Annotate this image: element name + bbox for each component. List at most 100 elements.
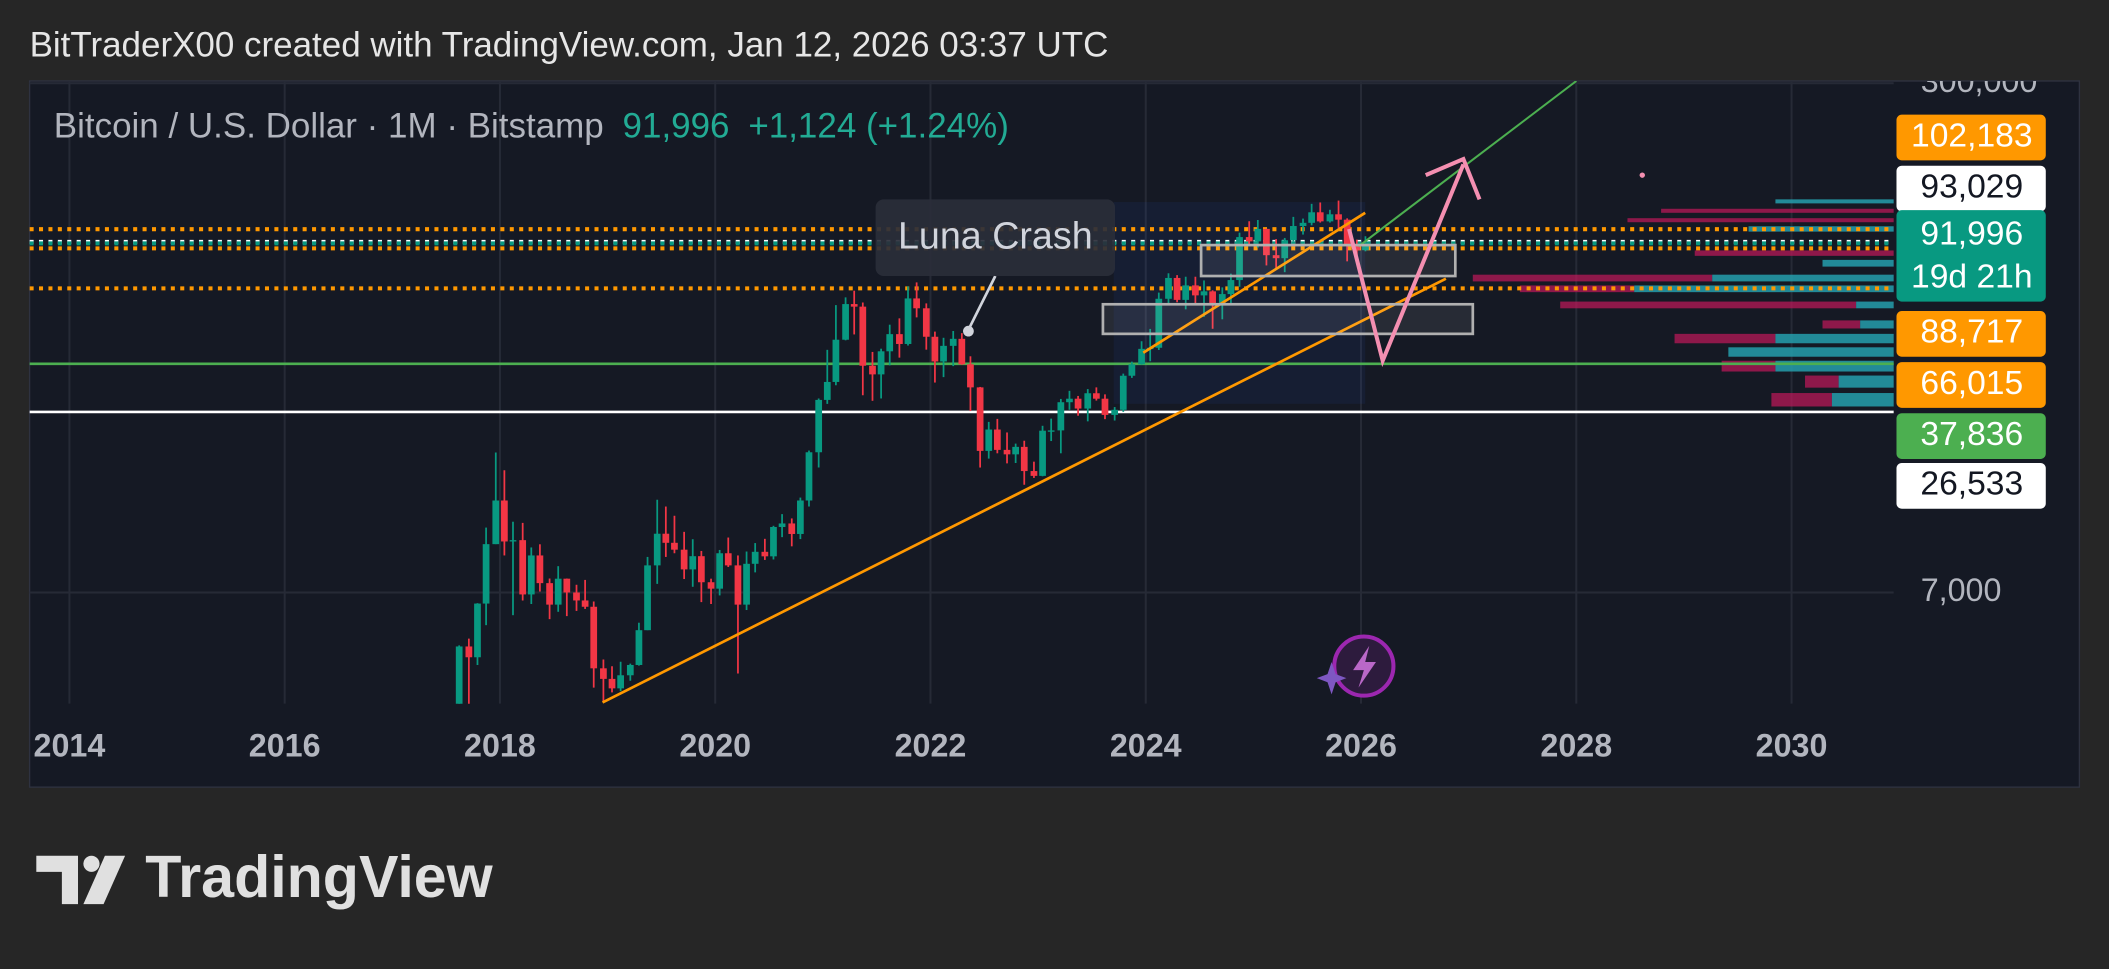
box xyxy=(1101,302,1475,336)
price-badge xyxy=(1896,413,2046,459)
candle-body xyxy=(904,298,912,344)
candle-body xyxy=(788,523,796,534)
candle-body xyxy=(617,675,624,689)
candle-body xyxy=(1012,446,1020,455)
candle-body xyxy=(635,630,643,665)
vp-bar xyxy=(1674,333,1776,344)
candle-body xyxy=(536,555,544,584)
y-tick-label: 7,000 xyxy=(1921,572,2002,608)
candle-body xyxy=(1111,409,1119,415)
vp-bar xyxy=(1831,393,1894,407)
candle-body xyxy=(509,540,517,542)
vp-bar xyxy=(1771,393,1832,407)
price-badge xyxy=(1896,210,2046,302)
legend: Bitcoin / U.S. Dollar · 1M · Bitstamp 91… xyxy=(54,106,1009,145)
candle-body xyxy=(958,338,966,365)
projection xyxy=(1347,163,1466,368)
logo-mark xyxy=(83,855,100,872)
candle-body xyxy=(922,308,930,337)
price-badge xyxy=(1896,114,2046,161)
candle-body xyxy=(778,523,786,527)
candle-body xyxy=(1084,393,1092,409)
candle-body xyxy=(707,582,715,589)
candle-body xyxy=(1165,277,1172,299)
x-axis: 2014 2016 2018 2020 2022 2024 2026 2028 2030 xyxy=(34,728,1828,764)
price-badges: 102,183 93,029 91,996 19d 21h 88,717 66,015 37… xyxy=(1896,114,2046,509)
candle-body xyxy=(590,606,598,669)
annotation-anchor xyxy=(963,325,974,337)
candle-body xyxy=(985,429,993,451)
logo-mark xyxy=(36,855,79,905)
icon-sparkle xyxy=(1316,662,1347,695)
vp-bar xyxy=(1712,274,1894,282)
candle-body xyxy=(751,551,759,564)
candle-body xyxy=(993,429,1001,450)
candle-body xyxy=(527,555,535,595)
candle-body xyxy=(519,540,527,595)
price-countdown: 19d 21h xyxy=(1911,259,2033,296)
candle-body xyxy=(697,556,705,583)
candle-body xyxy=(1362,243,1369,251)
candle-body xyxy=(1047,430,1055,432)
annotation: Luna Crash xyxy=(875,199,1116,337)
vp-bar xyxy=(1661,208,1894,213)
x-tick-label: 2016 xyxy=(249,728,321,764)
candle-body xyxy=(662,533,670,543)
candle-body xyxy=(1281,240,1289,259)
candle-body xyxy=(1209,291,1216,304)
candle-body xyxy=(1272,255,1280,259)
vp-bar xyxy=(1694,250,1894,256)
candle-body xyxy=(608,678,616,689)
candle-body xyxy=(680,549,688,570)
candle-body xyxy=(1263,228,1270,256)
vp-bar xyxy=(1775,199,1894,204)
annotation-text: Luna Crash xyxy=(898,214,1093,256)
candle-body xyxy=(886,334,894,352)
candle-body xyxy=(1039,430,1046,476)
candle-body xyxy=(734,565,742,605)
candle-body xyxy=(1218,294,1226,304)
candle-body xyxy=(501,500,508,542)
candle-body xyxy=(913,298,920,309)
candle-body xyxy=(797,500,804,534)
candle-body xyxy=(940,345,947,362)
candle-body xyxy=(1119,375,1127,410)
y-tick-label: 300,000 xyxy=(1921,63,2038,99)
vp-bar xyxy=(1728,347,1894,357)
x-tick-label: 2028 xyxy=(1540,728,1612,764)
candle-body xyxy=(671,542,678,550)
price-badge xyxy=(1896,362,2046,408)
arrow-head xyxy=(1424,156,1482,201)
candle-body xyxy=(976,387,984,451)
vp-bar xyxy=(1627,218,1894,223)
candle-body xyxy=(482,544,490,604)
annotation-pointer xyxy=(967,275,997,331)
price-badge xyxy=(1896,462,2046,509)
x-tick-label: 2030 xyxy=(1756,728,1828,764)
candle-body xyxy=(1066,398,1073,403)
candle-body xyxy=(546,583,553,605)
candle-body xyxy=(1227,280,1235,295)
candle-body xyxy=(832,339,840,382)
candle-body xyxy=(474,603,481,658)
x-tick-label: 2026 xyxy=(1325,728,1397,764)
footer-logo: TradingView xyxy=(36,843,494,910)
candle-body xyxy=(581,600,589,607)
candle-body xyxy=(1155,298,1163,348)
price-badge-label: 102,183 xyxy=(1911,117,2033,154)
candle-body xyxy=(842,304,849,340)
price-badge-label: 66,015 xyxy=(1920,365,2023,402)
price-badge xyxy=(1896,165,2046,212)
alert-icon xyxy=(1316,634,1396,698)
candle-body xyxy=(1254,228,1262,242)
candle-body xyxy=(805,452,813,501)
candle-body xyxy=(653,533,661,566)
candle-body xyxy=(1093,393,1100,399)
x-tick-label: 2022 xyxy=(895,728,967,764)
legend-price: 91,996 xyxy=(623,106,730,145)
candle-body xyxy=(770,526,777,557)
candle-body xyxy=(724,553,732,566)
candle-body xyxy=(1299,222,1307,227)
vp-bar xyxy=(1805,375,1839,388)
